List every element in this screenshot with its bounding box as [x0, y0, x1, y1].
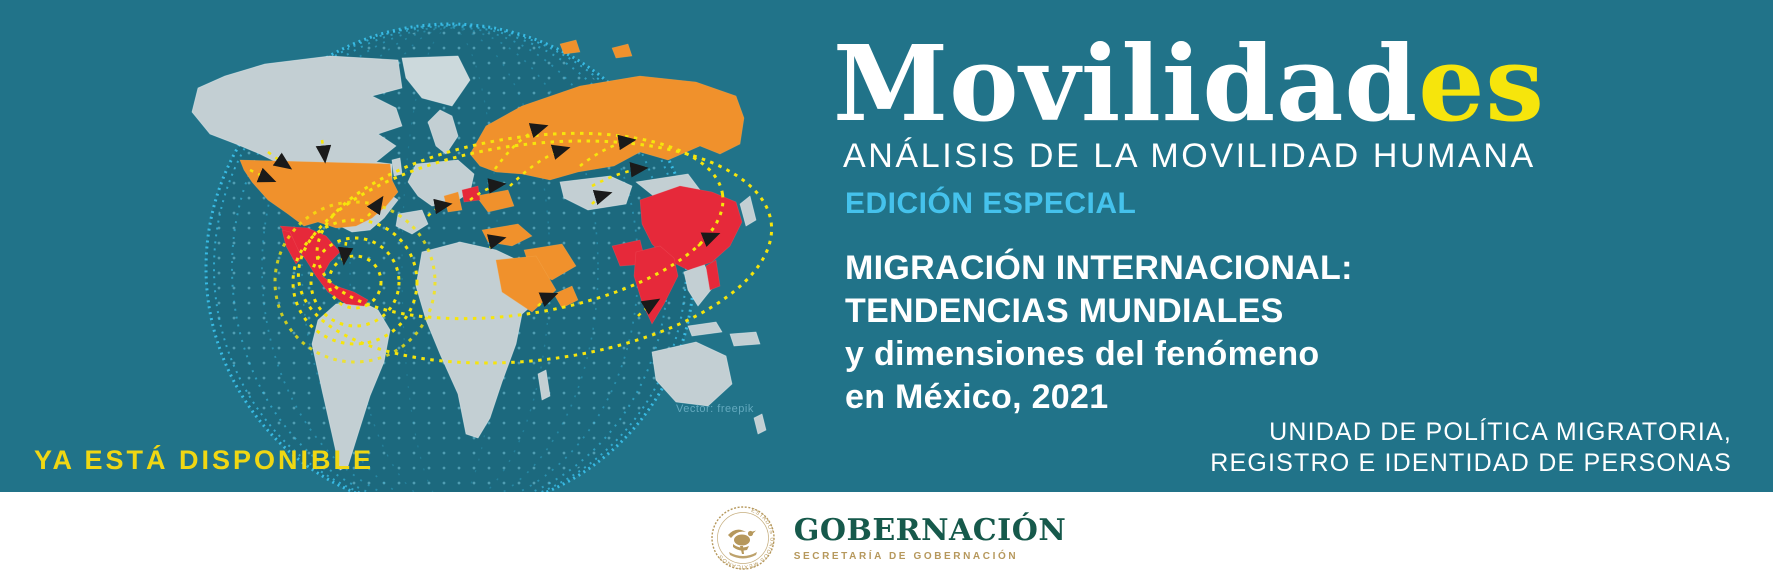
iberia: [395, 209, 429, 235]
headline-line-1: MIGRACIÓN INTERNACIONAL:: [845, 249, 1353, 287]
title-yellow-part: es: [1418, 22, 1545, 145]
scandinavia: [427, 109, 459, 155]
unit-line-2: REGISTRO E IDENTIDAD DE PERSONAS: [1210, 449, 1732, 477]
issuing-unit-label: UNIDAD DE POLÍTICA MIGRATORIA, REGISTRO …: [1210, 417, 1732, 479]
headline-line-2: TENDENCIAS MUNDIALES: [845, 292, 1284, 330]
british-isles: [391, 157, 403, 177]
edition-label: EDICIÓN ESPECIAL: [845, 187, 1137, 220]
secretariat-label: SECRETARÍA DE GOBERNACIÓN: [793, 550, 1019, 562]
publication-subtitle: ANÁLISIS DE LA MOVILIDAD HUMANA: [843, 137, 1536, 175]
banner-teal-area: Vector: freepik Movilidades ANÁLISIS DE …: [0, 0, 1773, 514]
availability-label: YA ESTÁ DISPONIBLE: [34, 445, 375, 475]
indonesia: [687, 321, 761, 347]
world-map-globe-svg: Vector: freepik: [191, 22, 774, 514]
migration-arcs: [249, 123, 774, 365]
eagle-icon: [727, 529, 757, 559]
issue-headline: MIGRACIÓN INTERNACIONAL: TENDENCIAS MUND…: [845, 247, 1353, 419]
publication-title: Movilidades: [833, 30, 1545, 138]
poland: [461, 185, 481, 203]
unit-line-1: UNIDAD DE POLÍTICA MIGRATORIA,: [1269, 418, 1732, 446]
title-white-part: Movilidad: [833, 22, 1419, 145]
madagascar: [537, 369, 551, 401]
mexico-coat-of-arms-seal: ESTADOS UNIDOS MEXICANOS: [711, 506, 775, 570]
mexico-central-america: [279, 225, 369, 307]
vietnam: [705, 259, 721, 291]
russia: [469, 75, 745, 181]
headline-line-3: y dimensiones del fenómeno: [845, 335, 1320, 373]
headline-line-4: en México, 2021: [845, 378, 1109, 416]
footer-strip: ESTADOS UNIDOS MEXICANOS GOBERNACIÓN: [0, 492, 1773, 582]
australia: [651, 341, 733, 407]
usa: [239, 159, 399, 229]
map-credit: Vector: freepik: [676, 403, 754, 415]
south-america: [311, 301, 391, 471]
world-map-illustration: Vector: freepik: [140, 14, 820, 514]
new-zealand: [753, 413, 767, 435]
gobernacion-logo: ESTADOS UNIDOS MEXICANOS GOBERNACIÓN: [707, 502, 1067, 574]
japan: [739, 195, 757, 227]
china: [639, 185, 743, 271]
arctic-islands: [559, 39, 633, 59]
agency-wordmark: GOBERNACIÓN: [793, 512, 1067, 548]
greenland: [401, 55, 471, 107]
gulf-oman: [553, 285, 579, 309]
